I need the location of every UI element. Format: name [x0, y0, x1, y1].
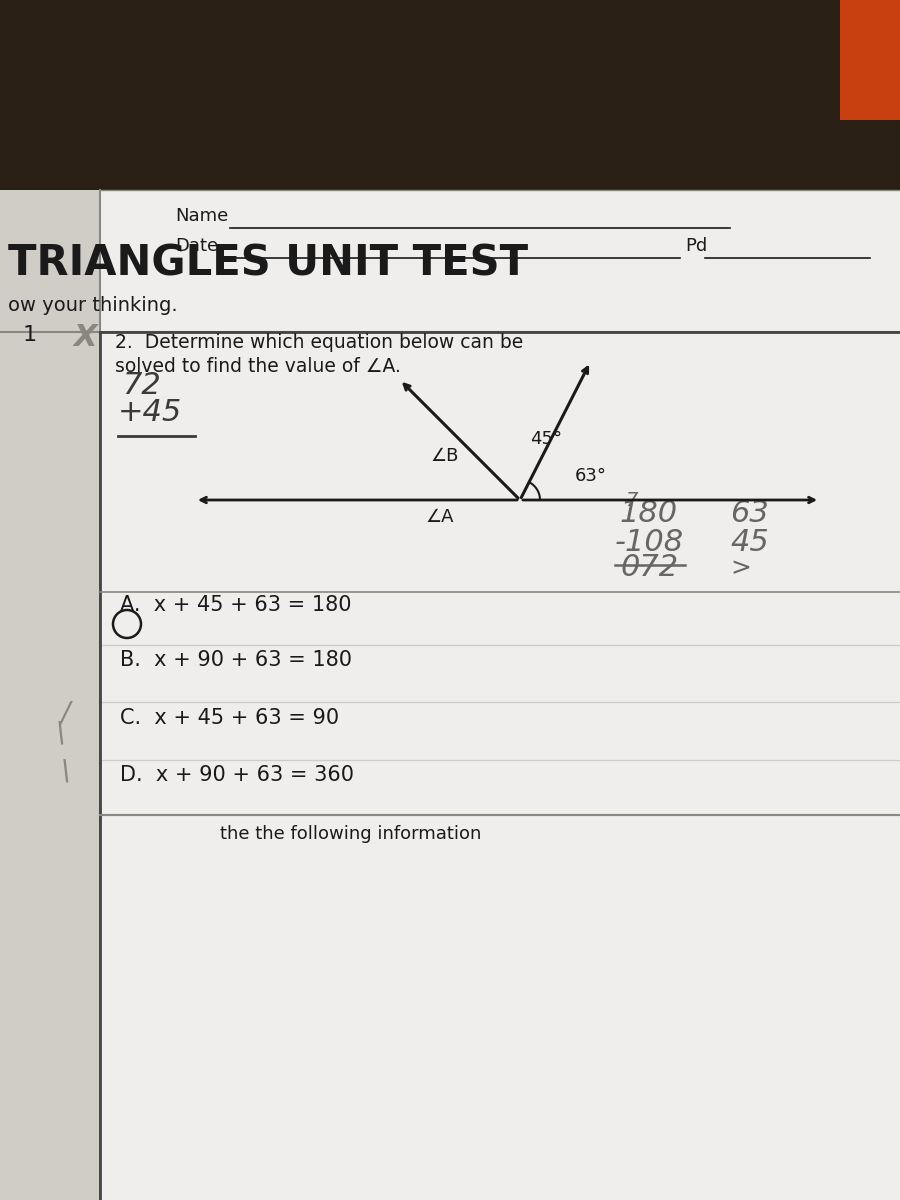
Text: B.  x + 90 + 63 = 180: B. x + 90 + 63 = 180: [120, 650, 352, 670]
Text: 7: 7: [625, 491, 637, 510]
Text: >: >: [730, 556, 751, 580]
Text: TRIANGLES UNIT TEST: TRIANGLES UNIT TEST: [8, 242, 528, 284]
Text: X: X: [73, 323, 97, 352]
Text: \: \: [60, 757, 69, 785]
Text: 072: 072: [620, 553, 678, 582]
Text: Name: Name: [175, 206, 229, 226]
FancyBboxPatch shape: [840, 0, 900, 120]
Text: solved to find the value of ∠A.: solved to find the value of ∠A.: [115, 358, 400, 376]
Text: C.  x + 45 + 63 = 90: C. x + 45 + 63 = 90: [120, 708, 339, 728]
Text: \: \: [55, 720, 65, 748]
FancyBboxPatch shape: [0, 0, 900, 190]
FancyBboxPatch shape: [0, 190, 900, 1200]
Text: 63°: 63°: [575, 467, 607, 485]
Text: D.  x + 90 + 63 = 360: D. x + 90 + 63 = 360: [120, 766, 354, 785]
Text: +45: +45: [118, 398, 182, 427]
Text: the the following information: the the following information: [220, 826, 482, 842]
Text: 2.  Determine which equation below can be: 2. Determine which equation below can be: [115, 332, 523, 352]
Text: -108: -108: [615, 528, 684, 557]
Text: 63: 63: [730, 499, 769, 528]
Text: 72: 72: [122, 371, 161, 400]
Text: ow your thinking.: ow your thinking.: [8, 296, 177, 314]
Text: Date: Date: [175, 236, 218, 254]
Text: A.  x + 45 + 63 = 180: A. x + 45 + 63 = 180: [120, 595, 352, 614]
Text: ∠B: ∠B: [430, 446, 458, 464]
Text: /: /: [60, 700, 69, 728]
Text: 180: 180: [620, 499, 678, 528]
Text: 1: 1: [22, 325, 37, 346]
Text: 45: 45: [730, 528, 769, 557]
Text: ∠A: ∠A: [425, 508, 454, 526]
Text: Pd: Pd: [685, 236, 707, 254]
FancyBboxPatch shape: [0, 190, 100, 1200]
Text: 45°: 45°: [530, 430, 562, 448]
